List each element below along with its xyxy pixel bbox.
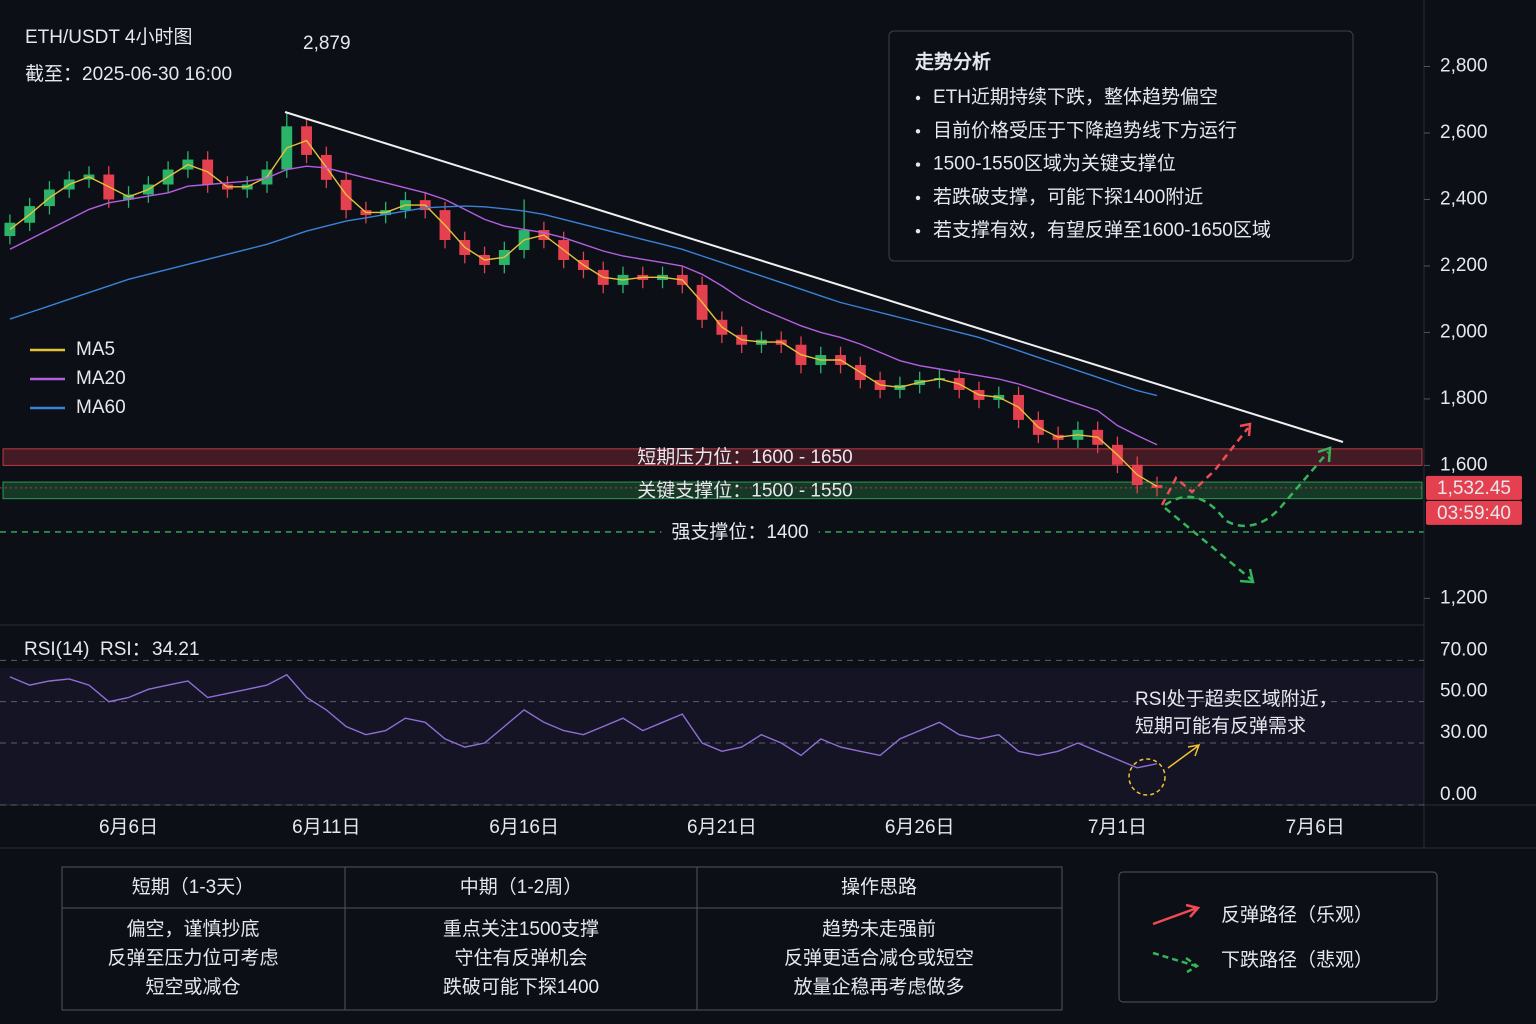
y-tick-label: 70.00 [1440, 639, 1488, 660]
countdown-tag [1426, 500, 1522, 525]
rsi-value-label: RSI： [100, 639, 151, 660]
y-tick-label: 1,800 [1440, 388, 1488, 409]
chart-title: ETH/USDT 4小时图 [25, 26, 193, 48]
rsi-note: 短期可能有反弹需求 [1135, 715, 1306, 737]
rsi-line [9, 673, 1158, 769]
y-tick-label: 30.00 [1440, 722, 1488, 743]
legend-label: MA5 [76, 339, 115, 360]
y-tick-label: 2,200 [1440, 255, 1488, 276]
table-header: 中期（1-2周） [460, 876, 582, 898]
table-header: 操作思路 [841, 876, 917, 898]
highlight-circle [1128, 758, 1166, 796]
table-cell: 反弹至压力位可考虑 [107, 947, 278, 969]
legend-arrow-green [1152, 951, 1200, 974]
analysis-box [888, 30, 1354, 262]
table-cell: 反弹更适合减仓或短空 [784, 947, 974, 969]
y-tick-label: 2,000 [1440, 321, 1488, 342]
zone-label: 短期压力位：1600 - 1650 [637, 446, 852, 468]
zones: 短期压力位：1600 - 1650 关键支撑位：1500 - 1550 强支撑位：1… [0, 446, 1424, 544]
arrow-head [1317, 446, 1332, 463]
legend-text: 反弹路径（乐观） [1221, 904, 1373, 926]
analysis-title: 走势分析 [915, 50, 991, 73]
table-cell: 重点关注1500支撑 [443, 918, 599, 940]
legend-label: MA20 [76, 368, 126, 389]
table-cell: 短空或减仓 [145, 976, 240, 998]
y-tick-label: 2,600 [1440, 122, 1488, 143]
table-cell: 放量企稳再考虑做多 [793, 976, 964, 998]
x-tick-label: 6月11日 [292, 817, 360, 838]
note-arrow [1167, 744, 1201, 769]
bullet [915, 195, 921, 201]
y-tick-label: 50.00 [1440, 681, 1488, 702]
bullish-path [1160, 427, 1249, 506]
analysis-item: 目前价格受压于下降趋势线下方运行 [933, 119, 1237, 141]
y-tick-label: 2,400 [1440, 188, 1488, 209]
table-cell: 守住有反弹机会 [454, 947, 587, 969]
price-tag-label: 1,532.45 [1437, 478, 1511, 499]
y-tick-label: 0.00 [1440, 784, 1477, 805]
candle-body [1151, 485, 1163, 489]
table-cell: 偏空，谨慎抄底 [126, 918, 259, 940]
x-tick-label: 7月6日 [1286, 817, 1345, 838]
legend-label: MA60 [76, 397, 126, 418]
countdown-label: 03:59:40 [1437, 503, 1511, 524]
table-cell: 跌破可能下探1400 [443, 976, 599, 998]
analysis-item: ETH近期持续下跌，整体趋势偏空 [933, 86, 1218, 108]
y-tick-label: 1,200 [1440, 587, 1488, 608]
price-tag [1426, 475, 1522, 500]
zone-label: 关键支撑位：1500 - 1550 [637, 479, 852, 501]
table-header: 短期（1-3天） [132, 876, 254, 898]
trendline [284, 111, 1344, 443]
level-label-bg [661, 519, 819, 544]
legend-arrow-red [1152, 903, 1201, 926]
bullet [915, 129, 921, 134]
bearish-path [1164, 507, 1253, 581]
analysis-item: 若支撑有效，有望反弹至1600-1650区域 [933, 219, 1271, 241]
outlook-table [61, 866, 1063, 1011]
x-tick-label: 7月1日 [1088, 817, 1147, 838]
bullet [915, 229, 921, 234]
candle-body [4, 222, 16, 237]
bullet [915, 95, 921, 101]
path-legend [1118, 871, 1438, 1003]
rsi-title: RSI(14) [24, 639, 89, 660]
table-cell: 趋势未走强前 [822, 918, 936, 940]
y-tick-label: 1,600 [1440, 454, 1488, 475]
peak-label: 2,879 [303, 33, 351, 54]
bullet [915, 162, 921, 167]
plot: 1,200 1,600 1,800 2,000 2,200 2,400 2,600 2,800… [0, 33, 1522, 838]
x-tick-label: 6月6日 [99, 817, 158, 838]
analysis-item: 1500-1550区域为关键支撑位 [933, 153, 1176, 175]
ma-line [9, 165, 1158, 446]
x-tick-label: 6月21日 [687, 817, 757, 838]
legend-text: 下跌路径（悲观） [1221, 949, 1373, 971]
analysis-item: 若跌破支撑，可能下探1400附近 [933, 186, 1203, 208]
subtitle: 截至：2025-06-30 16:00 [25, 63, 232, 85]
rsi-note: RSI处于超卖区域附近， [1135, 688, 1338, 710]
y-tick-label: 2,800 [1440, 56, 1488, 77]
ma-line [9, 139, 1158, 488]
arrow-head [1239, 422, 1252, 437]
ma-line [9, 205, 1158, 397]
zone [2, 448, 1423, 466]
arrow-head [1239, 568, 1255, 584]
level-label: 强支撑位：1400 [671, 521, 808, 543]
x-tick-label: 6月26日 [885, 817, 955, 838]
rsi-value: 34.21 [152, 639, 200, 660]
zone [2, 481, 1423, 500]
x-tick-label: 6月16日 [489, 817, 559, 838]
